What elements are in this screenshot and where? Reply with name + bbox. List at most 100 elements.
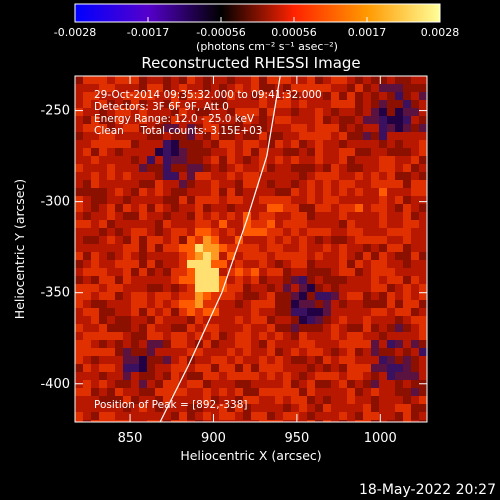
heatmap-cell [387,380,395,388]
heatmap-cell [83,196,91,204]
heatmap-cell [371,244,379,252]
heatmap-cell [299,212,307,220]
heatmap-cell [291,404,299,412]
heatmap-cell [251,372,259,380]
heatmap-cell [363,324,371,332]
heatmap-cell [387,212,395,220]
heatmap-cell [387,244,395,252]
heatmap-cell [219,340,227,348]
heatmap-cell [147,148,155,156]
heatmap-cell [411,188,419,196]
heatmap-cell [91,380,99,388]
heatmap-cell [187,196,195,204]
heatmap-cell [387,348,395,356]
heatmap-cell [235,84,243,92]
heatmap-cell [323,404,331,412]
heatmap-cell [395,156,403,164]
heatmap-cell [139,180,147,188]
heatmap-cell [267,308,275,316]
heatmap-cell [411,212,419,220]
heatmap-cell [387,100,395,108]
heatmap-cell [355,204,363,212]
heatmap-cell [419,300,427,308]
heatmap-cell [163,180,171,188]
heatmap-cell [339,356,347,364]
heatmap-cell [187,228,195,236]
heatmap-cell [371,412,379,420]
heatmap-cell [155,340,163,348]
heatmap-cell [131,220,139,228]
heatmap-cell [419,212,427,220]
heatmap-cell [155,420,163,422]
heatmap-cell [83,92,91,100]
heatmap-cell [307,332,315,340]
heatmap-cell [267,196,275,204]
heatmap-cell [171,196,179,204]
heatmap-cell [331,420,339,422]
heatmap-cell [227,172,235,180]
heatmap-cell [83,388,91,396]
heatmap-cell [419,420,427,422]
heatmap-cell [307,260,315,268]
heatmap-cell [219,76,227,84]
heatmap-cell [187,316,195,324]
heatmap-cell [147,284,155,292]
heatmap-cell [219,388,227,396]
heatmap-cell [155,212,163,220]
heatmap-cell [75,292,83,300]
heatmap-cell [395,148,403,156]
heatmap-cell [131,180,139,188]
heatmap-cell [387,396,395,404]
heatmap-cell [315,364,323,372]
heatmap-cell [267,252,275,260]
heatmap-cell [171,92,179,100]
heatmap-cell [227,268,235,276]
heatmap-cell [267,356,275,364]
heatmap-cell [379,356,387,364]
heatmap-cell [91,228,99,236]
heatmap-cell [331,116,339,124]
heatmap-cell [195,388,203,396]
heatmap-cell [75,268,83,276]
heatmap-cell [235,164,243,172]
heatmap-cell [259,260,267,268]
heatmap-cell [163,300,171,308]
heatmap-cell [283,84,291,92]
heatmap-cell [403,300,411,308]
heatmap-cell [147,420,155,422]
heatmap-cell [195,276,203,284]
heatmap-cell [379,348,387,356]
heatmap-cell [219,140,227,148]
heatmap-cell [395,372,403,380]
heatmap-cell [339,300,347,308]
heatmap-cell [267,420,275,422]
heatmap-cell [75,252,83,260]
heatmap-cell [195,268,203,276]
heatmap-cell [395,244,403,252]
heatmap-cell [211,180,219,188]
heatmap-cell [267,156,275,164]
heatmap-cell [123,164,131,172]
heatmap-cell [115,204,123,212]
heatmap-cell [203,364,211,372]
heatmap-cell [155,84,163,92]
heatmap-cell [203,252,211,260]
heatmap-cell [387,148,395,156]
colorbar-tick-label: -0.0028 [54,26,96,39]
heatmap-cell [219,180,227,188]
heatmap-cell [107,188,115,196]
heatmap-cell [147,348,155,356]
heatmap-cell [75,108,83,116]
heatmap-cell [139,252,147,260]
heatmap-cell [363,172,371,180]
heatmap-cell [291,236,299,244]
heatmap-cell [371,76,379,84]
heatmap-cell [347,340,355,348]
heatmap-cell [411,180,419,188]
heatmap-cell [115,196,123,204]
heatmap-cell [315,220,323,228]
heatmap-cell [291,332,299,340]
heatmap-cell [307,244,315,252]
heatmap-cell [323,356,331,364]
heatmap-cell [219,172,227,180]
